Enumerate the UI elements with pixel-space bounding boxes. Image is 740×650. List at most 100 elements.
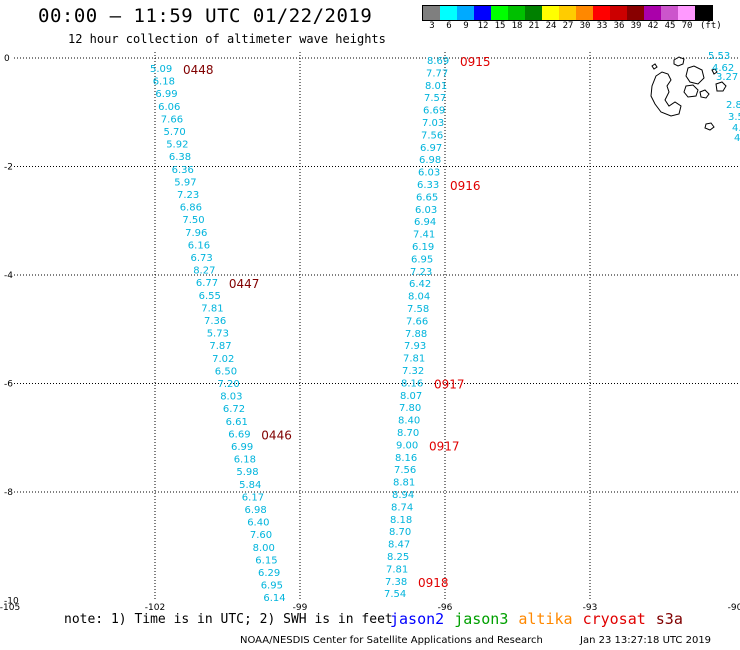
- legend-label: 39: [630, 21, 642, 31]
- legend-swatch: [525, 6, 542, 20]
- page-title: 00:00 – 11:59 UTC 01/22/2019: [38, 5, 373, 27]
- wave-height-value: 6.19: [412, 242, 434, 253]
- footnote: note: 1) Time is in UTC; 2) SWH is in fe…: [64, 612, 393, 627]
- legend-swatch: [440, 6, 457, 20]
- satellite-name: jason3: [454, 610, 509, 628]
- wave-height-value: 7.54: [384, 589, 406, 600]
- wave-height-value: 8.40: [398, 416, 420, 427]
- wave-height-value: 7.80: [399, 403, 421, 414]
- wave-height-value: 6.95: [261, 581, 283, 592]
- color-legend: [422, 5, 713, 21]
- wave-height-value: 6.38: [169, 152, 191, 163]
- wave-height-value: 5.70: [164, 127, 186, 138]
- satellite-name: cryosat: [582, 610, 646, 628]
- wave-height-value: 6.77: [196, 278, 218, 289]
- wave-height-value: 7.88: [405, 329, 427, 340]
- legend-label: 27: [562, 21, 574, 31]
- wave-height-value: 8.04: [408, 292, 430, 303]
- wave-height-value: 7.81: [403, 354, 425, 365]
- legend-label: 30: [579, 21, 591, 31]
- wave-height-value: 6.73: [191, 253, 213, 264]
- lat-lon-grid: [14, 52, 740, 600]
- legend-swatch: [695, 6, 712, 20]
- wave-height-value: 8.25: [387, 552, 409, 563]
- axis-tick-labels: -105 -102 -99 -96 -93 -90 0 -2 -4 -6 -8 -10: [0, 54, 740, 613]
- color-legend-labels: 3 6 9 12 15 18 21 24 27 30 33 36 39 42 45 70: [422, 21, 740, 33]
- wave-height-value: 6.86: [180, 203, 202, 214]
- wave-height-value: 8.81: [393, 478, 415, 489]
- wave-height-value: 5.97: [174, 177, 196, 188]
- satellite-name: s3a: [655, 610, 683, 628]
- wave-height-value: 7.20: [218, 379, 240, 390]
- lon-tick-label: -96: [438, 603, 453, 613]
- wave-height-value: 8.18: [390, 515, 412, 526]
- wave-height-value: 7.96: [185, 228, 207, 239]
- wave-height-value: 6.98: [419, 155, 441, 166]
- pass-time-label: 0918: [418, 576, 449, 590]
- legend-swatch: [644, 6, 661, 20]
- legend-swatch: [678, 6, 695, 20]
- wave-height-value: 6.18: [153, 77, 175, 88]
- wave-height-value: 3.27: [716, 72, 738, 83]
- legend-label: 24: [545, 21, 557, 31]
- wave-height-value: 6.98: [245, 505, 267, 516]
- legend-label: 6: [446, 21, 452, 31]
- wave-height-value: 7.23: [410, 267, 432, 278]
- wave-height-value: 8.74: [391, 502, 413, 513]
- wave-height-value: 6.50: [215, 366, 237, 377]
- wave-height-value: 5.09: [150, 64, 172, 75]
- page-subtitle: 12 hour collection of altimeter wave hei…: [68, 32, 386, 46]
- legend-swatch: [559, 6, 576, 20]
- lon-tick-label: -93: [583, 603, 598, 613]
- wave-height-value: 6.03: [418, 168, 440, 179]
- legend-swatch: [474, 6, 491, 20]
- wave-height-value: 8.00: [253, 543, 275, 554]
- wave-height-value: 5.92: [166, 140, 188, 151]
- wave-height-value: 7.81: [201, 303, 223, 314]
- lon-tick-label: -99: [293, 603, 308, 613]
- wave-height-value: 7.41: [413, 230, 435, 241]
- wave-height-value: 8.94: [392, 490, 414, 501]
- wave-height-value: 6.65: [416, 192, 438, 203]
- lon-tick-label: -90: [728, 603, 740, 613]
- wave-height-value: 6.36: [172, 165, 194, 176]
- wave-height-value: 6.69: [423, 106, 445, 117]
- legend-swatch: [508, 6, 525, 20]
- wave-height-value: 7.56: [421, 130, 443, 141]
- pass-time-label: 0916: [450, 179, 481, 193]
- wave-height-value: 7.93: [404, 341, 426, 352]
- legend-label: 36: [613, 21, 625, 31]
- satellite-legend: jason2 jason3 altika cryosat s3a: [390, 610, 693, 628]
- wave-height-value: 6.40: [247, 518, 269, 529]
- legend-swatch: [627, 6, 644, 20]
- wave-height-value: 7.36: [204, 316, 226, 327]
- wave-height-value: 6.14: [263, 593, 285, 604]
- pass-time-label: 0917: [434, 377, 465, 391]
- wave-height-value: 7.66: [406, 316, 428, 327]
- legend-swatch: [491, 6, 508, 20]
- legend-label: 70: [681, 21, 693, 31]
- galapagos-islands-outline: [650, 56, 727, 131]
- wave-height-value: 8.01: [425, 81, 447, 92]
- pass-time-label: 0917: [429, 439, 460, 453]
- wave-height-value: 7.02: [212, 354, 234, 365]
- legend-label: 42: [647, 21, 659, 31]
- wave-height-value: 8.47: [388, 540, 410, 551]
- wave-height-value: 8.69: [427, 56, 449, 67]
- credit-line: NOAA/NESDIS Center for Satellite Applica…: [240, 635, 543, 646]
- wave-height-value: 5.53: [708, 51, 730, 62]
- wave-height-value: 7.38: [385, 577, 407, 588]
- lat-tick-label: -10: [4, 597, 19, 607]
- wave-height-value: 8.70: [397, 428, 419, 439]
- legend-label: 18: [511, 21, 523, 31]
- wave-height-value: 6.94: [414, 217, 436, 228]
- legend-label: 45: [664, 21, 676, 31]
- wave-height-value: 6.99: [155, 89, 177, 100]
- observation-labels: 5.096.186.996.067.665.705.926.386.365.97…: [150, 51, 740, 604]
- legend-label: 3: [429, 21, 435, 31]
- legend-swatch: [593, 6, 610, 20]
- wave-height-value: 6.17: [242, 492, 264, 503]
- satellite-name: jason2: [390, 610, 445, 628]
- legend-swatch: [576, 6, 593, 20]
